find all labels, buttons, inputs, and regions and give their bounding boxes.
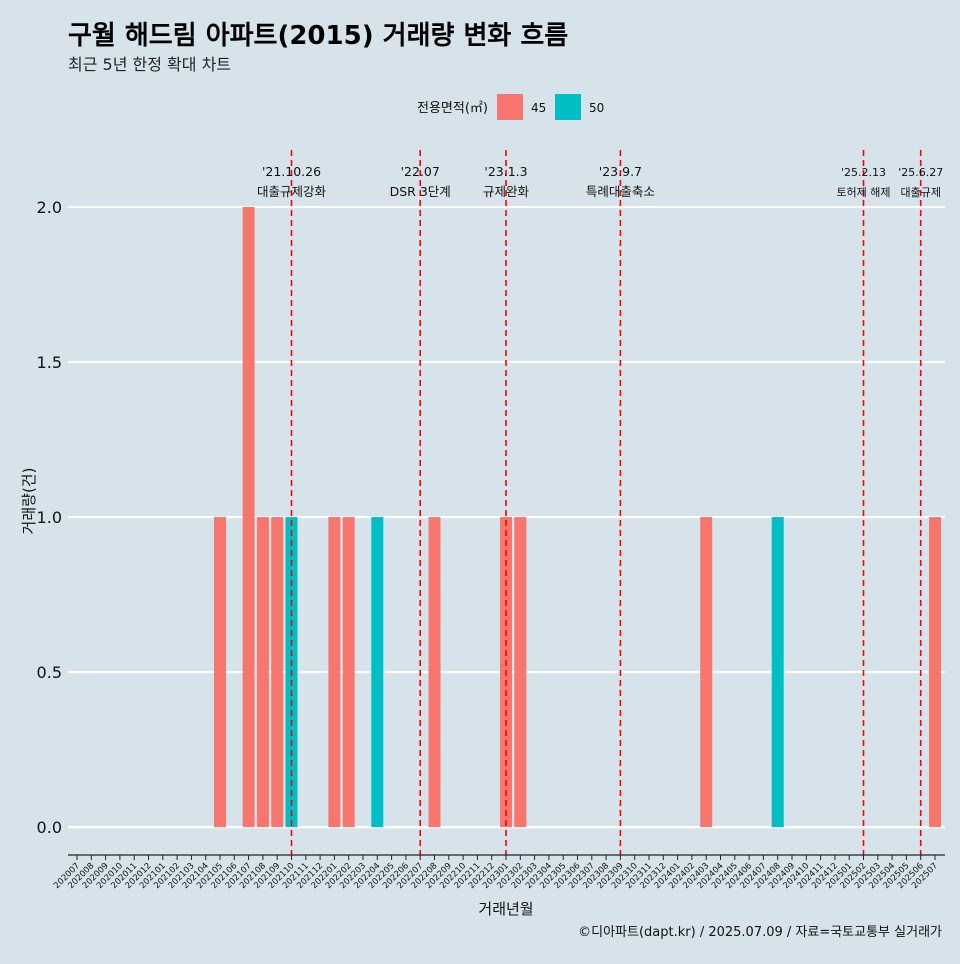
event-date: '23.9.7 (599, 164, 642, 179)
event-annotations: '21.10.26 대출규제강화 '22.07 DSR 3단계 '23.1.3 규제완화 '… (257, 164, 943, 199)
event-date: '25.6.27 (898, 166, 943, 179)
chart-title: 구월 해드림 아파트(2015) 거래량 변화 흐름 (68, 21, 568, 51)
bar-45-202109 (271, 517, 284, 828)
legend: 전용면적(㎡) 45 50 (417, 94, 604, 120)
caption: ©디아파트(dapt.kr) / 2025.07.09 / 자료=국토교통부 실… (578, 925, 942, 940)
event-date: '22.07 (401, 164, 440, 179)
y-tick-label: 2.0 (37, 198, 62, 217)
event-label: 특례대출축소 (586, 184, 655, 199)
event-date: '21.10.26 (262, 164, 321, 179)
bar-45-202507 (929, 517, 941, 828)
event-label: 토허제 해제 (836, 185, 890, 199)
legend-swatch-45 (497, 94, 523, 120)
bar-45-202202 (342, 517, 355, 828)
legend-swatch-50 (555, 94, 581, 120)
event-label: 규제완화 (483, 184, 530, 199)
x-axis: 2020072020082020092020102020112020122021… (52, 854, 945, 891)
bar-45-202105 (214, 517, 226, 828)
event-label: DSR 3단계 (390, 184, 451, 199)
y-tick-label: 1.0 (37, 508, 62, 527)
legend-label-50: 50 (589, 101, 604, 115)
bar-50-202204 (371, 517, 384, 828)
bar-45-202107 (242, 207, 255, 828)
bar-45-202208 (428, 517, 441, 828)
x-axis-title: 거래년월 (478, 900, 533, 918)
bar-50-202408 (771, 517, 784, 828)
y-axis-title: 거래량(건) (20, 468, 38, 535)
bar-45-202302 (514, 517, 527, 828)
bars (214, 207, 941, 828)
event-label: 대출규제강화 (257, 184, 327, 199)
y-tick-label: 1.5 (37, 353, 62, 372)
legend-label-45: 45 (531, 101, 546, 115)
bar-45-202403 (700, 517, 713, 828)
event-date: '23.1.3 (484, 164, 527, 179)
y-tick-label: 0.0 (37, 818, 62, 837)
y-tick-label: 0.5 (37, 663, 62, 682)
chart-subtitle: 최근 5년 한정 확대 차트 (68, 55, 231, 74)
event-lines (290, 150, 922, 855)
bar-45-202108 (256, 517, 269, 828)
event-label: 대출규제 (900, 186, 940, 199)
legend-title: 전용면적(㎡) (417, 101, 488, 116)
y-tick-labels: 0.0 0.5 1.0 1.5 2.0 (37, 198, 62, 837)
event-date: '25.2.13 (841, 166, 886, 179)
bar-45-202201 (328, 517, 341, 828)
